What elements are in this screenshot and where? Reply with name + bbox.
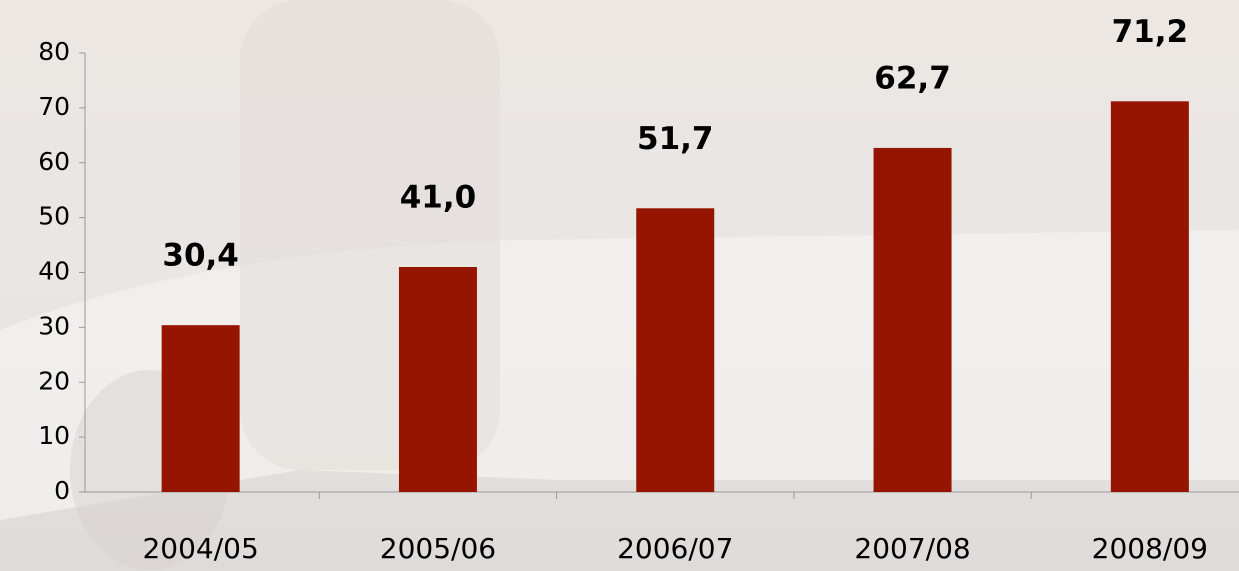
bar — [399, 267, 477, 492]
bar — [1111, 101, 1189, 492]
chart: 0 10 20 30 40 50 60 70 80 2004/05 30,4 2005/06 41,0 2… — [0, 0, 1239, 571]
y-tick-label: 10 — [38, 421, 70, 450]
y-tick-label: 0 — [54, 476, 70, 505]
value-label: 30,4 — [162, 238, 239, 274]
x-tick-label: 2004/05 — [142, 532, 258, 565]
value-label: 62,7 — [874, 60, 951, 96]
x-tick-label: 2008/09 — [1092, 532, 1208, 565]
y-tick-label: 80 — [38, 37, 70, 66]
x-tick-label: 2007/08 — [854, 532, 970, 565]
value-label: 41,0 — [400, 180, 477, 216]
y-tick-label: 60 — [38, 147, 70, 176]
value-label: 51,7 — [637, 121, 714, 157]
y-tick-label: 70 — [38, 92, 70, 121]
y-tick-label: 30 — [38, 311, 70, 340]
x-tick-label: 2006/07 — [617, 532, 733, 565]
x-tick-label: 2005/06 — [380, 532, 496, 565]
bar — [636, 208, 714, 492]
value-label: 71,2 — [1112, 14, 1189, 50]
y-tick-label: 40 — [38, 257, 70, 286]
y-tick-label: 50 — [38, 202, 70, 231]
y-tick-label: 20 — [38, 366, 70, 395]
bar — [162, 325, 240, 492]
bar — [874, 148, 952, 492]
